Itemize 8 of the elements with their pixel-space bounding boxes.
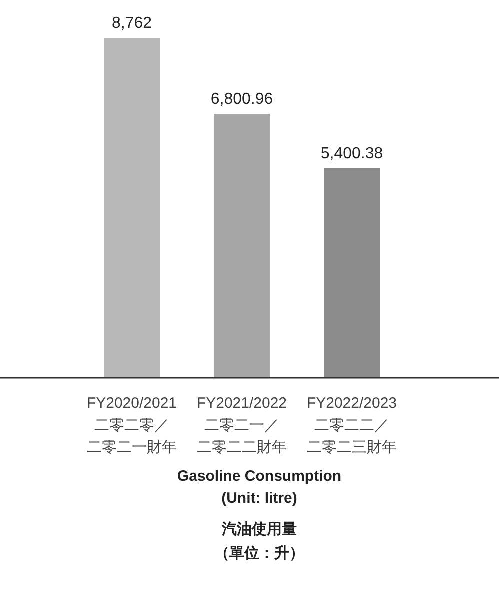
x-tick-label: FY2020/2021 二零二零／二零二一財年 (86, 395, 178, 456)
text: 汽油使用量（單位：升） (214, 520, 306, 564)
x-tick-label: FY2021/2022 二零二一／二零二二財年 (196, 395, 288, 456)
x-tick-label: FY2022/2023 二零二二／二零二三財年 (306, 395, 398, 456)
data-label: 8,762 (112, 15, 152, 32)
text: Gasoline Consumption (Unit: litre) (176, 467, 343, 509)
data-label: 5,400.38 (320, 145, 384, 162)
data-label: 6,800.96 (210, 91, 274, 108)
